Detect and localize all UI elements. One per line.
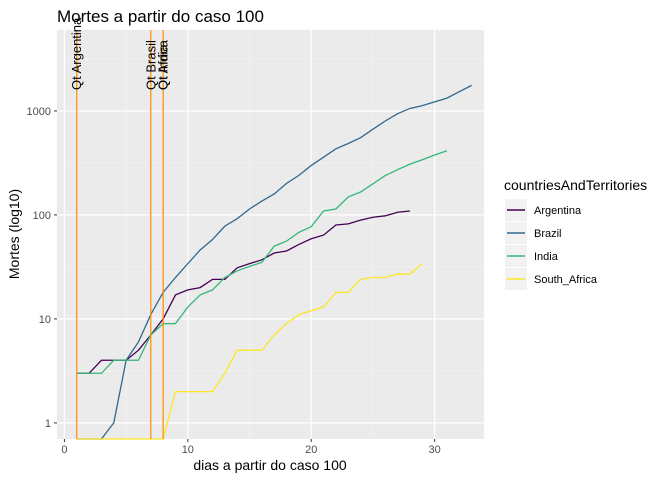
series-lines [76, 84, 472, 440]
series-line-brazil [76, 84, 472, 440]
vline-label: Qt Argentina [69, 17, 84, 90]
y-axis-ticks: 1 10 100 1000 [27, 106, 57, 430]
legend-entry-label: India [534, 251, 559, 263]
y-tick-label: 100 [33, 210, 51, 222]
x-tick-label: 10 [182, 444, 194, 456]
vline-label: Qt India [156, 44, 171, 90]
x-tick-label: 20 [305, 444, 317, 456]
plot-panel [57, 30, 484, 439]
legend: countriesAndTerritories Argentina Brazil I… [504, 177, 647, 290]
legend-entry-label: South_Africa [534, 274, 598, 286]
grid-lines [57, 30, 484, 439]
y-axis-title: Mortes (log10) [6, 189, 22, 279]
series-line-argentina [76, 210, 411, 374]
x-axis-title: dias a partir do caso 100 [193, 457, 347, 473]
legend-entry-label: Brazil [534, 228, 562, 240]
y-tick-label: 1000 [27, 106, 51, 118]
y-tick-label: 1 [45, 418, 51, 430]
legend-entry-label: Argentina [534, 205, 582, 217]
legend-title: countriesAndTerritories [504, 177, 647, 193]
x-tick-label: 0 [61, 444, 67, 456]
x-tick-label: 30 [429, 444, 441, 456]
series-line-south_africa [76, 263, 423, 440]
series-line-india [76, 150, 448, 374]
x-axis-ticks: 0 10 20 30 [61, 439, 441, 456]
chart-title: Mortes a partir do caso 100 [57, 7, 264, 26]
vline-label: Qt Africa [156, 39, 171, 90]
vline-label: Qt Brasil [143, 40, 158, 90]
y-tick-label: 10 [39, 314, 51, 326]
